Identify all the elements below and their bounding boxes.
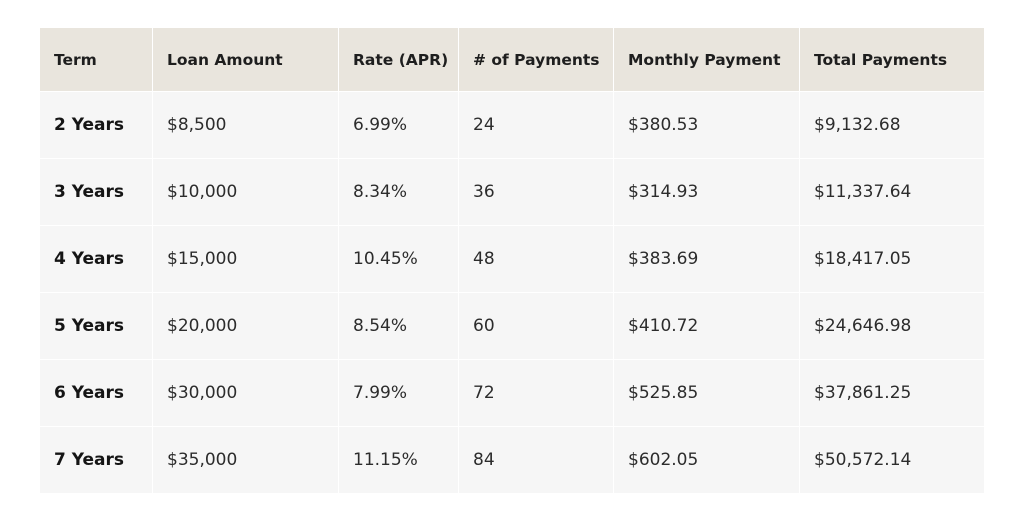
header-term: Term xyxy=(40,28,153,91)
cell-monthly-payment: $314.93 xyxy=(614,158,800,225)
cell-total-payments: $9,132.68 xyxy=(800,91,984,158)
cell-term: 6 Years xyxy=(40,359,153,426)
loan-comparison-table: Term Loan Amount Rate (APR) # of Payment… xyxy=(40,28,984,493)
cell-monthly-payment: $383.69 xyxy=(614,225,800,292)
cell-num-payments: 36 xyxy=(459,158,614,225)
cell-monthly-payment: $525.85 xyxy=(614,359,800,426)
table-row: 6 Years $30,000 7.99% 72 $525.85 $37,861… xyxy=(40,359,984,426)
table-header: Term Loan Amount Rate (APR) # of Payment… xyxy=(40,28,984,91)
table-row: 4 Years $15,000 10.45% 48 $383.69 $18,41… xyxy=(40,225,984,292)
cell-total-payments: $50,572.14 xyxy=(800,426,984,493)
cell-total-payments: $37,861.25 xyxy=(800,359,984,426)
cell-loan-amount: $35,000 xyxy=(153,426,339,493)
cell-total-payments: $18,417.05 xyxy=(800,225,984,292)
cell-monthly-payment: $410.72 xyxy=(614,292,800,359)
cell-num-payments: 48 xyxy=(459,225,614,292)
table-row: 3 Years $10,000 8.34% 36 $314.93 $11,337… xyxy=(40,158,984,225)
cell-rate: 10.45% xyxy=(339,225,459,292)
header-rate-apr: Rate (APR) xyxy=(339,28,459,91)
header-row: Term Loan Amount Rate (APR) # of Payment… xyxy=(40,28,984,91)
cell-term: 2 Years xyxy=(40,91,153,158)
table-row: 2 Years $8,500 6.99% 24 $380.53 $9,132.6… xyxy=(40,91,984,158)
cell-loan-amount: $20,000 xyxy=(153,292,339,359)
cell-loan-amount: $10,000 xyxy=(153,158,339,225)
cell-loan-amount: $30,000 xyxy=(153,359,339,426)
cell-term: 4 Years xyxy=(40,225,153,292)
cell-term: 3 Years xyxy=(40,158,153,225)
loan-table-container: Term Loan Amount Rate (APR) # of Payment… xyxy=(40,28,984,493)
table-row: 5 Years $20,000 8.54% 60 $410.72 $24,646… xyxy=(40,292,984,359)
cell-rate: 8.54% xyxy=(339,292,459,359)
cell-num-payments: 60 xyxy=(459,292,614,359)
cell-rate: 8.34% xyxy=(339,158,459,225)
cell-term: 5 Years xyxy=(40,292,153,359)
cell-num-payments: 84 xyxy=(459,426,614,493)
header-total-payments: Total Payments xyxy=(800,28,984,91)
cell-total-payments: $24,646.98 xyxy=(800,292,984,359)
header-monthly-payment: Monthly Payment xyxy=(614,28,800,91)
cell-rate: 7.99% xyxy=(339,359,459,426)
cell-rate: 6.99% xyxy=(339,91,459,158)
cell-total-payments: $11,337.64 xyxy=(800,158,984,225)
cell-term: 7 Years xyxy=(40,426,153,493)
header-num-payments: # of Payments xyxy=(459,28,614,91)
cell-num-payments: 72 xyxy=(459,359,614,426)
cell-monthly-payment: $380.53 xyxy=(614,91,800,158)
cell-monthly-payment: $602.05 xyxy=(614,426,800,493)
header-loan-amount: Loan Amount xyxy=(153,28,339,91)
cell-rate: 11.15% xyxy=(339,426,459,493)
cell-loan-amount: $8,500 xyxy=(153,91,339,158)
table-body: 2 Years $8,500 6.99% 24 $380.53 $9,132.6… xyxy=(40,91,984,493)
table-row: 7 Years $35,000 11.15% 84 $602.05 $50,57… xyxy=(40,426,984,493)
cell-loan-amount: $15,000 xyxy=(153,225,339,292)
cell-num-payments: 24 xyxy=(459,91,614,158)
